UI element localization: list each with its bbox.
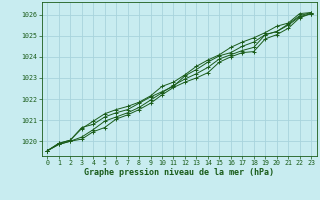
- X-axis label: Graphe pression niveau de la mer (hPa): Graphe pression niveau de la mer (hPa): [84, 168, 274, 177]
